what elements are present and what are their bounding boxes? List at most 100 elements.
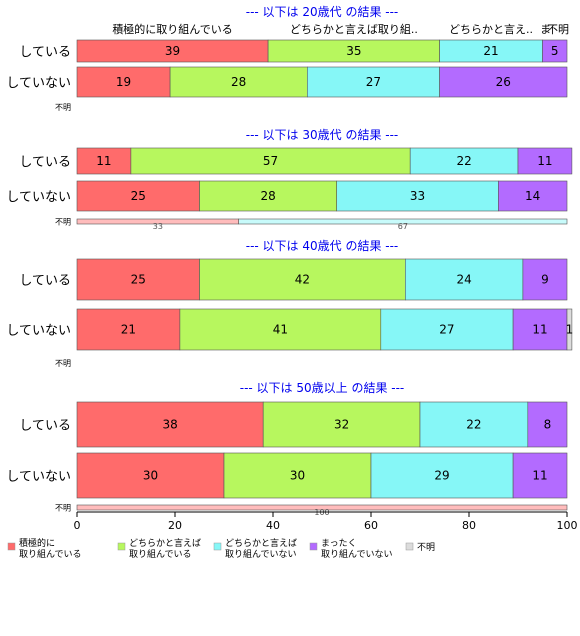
data-label: 24 <box>456 273 471 287</box>
bar-segment <box>498 180 568 212</box>
data-label: 67 <box>398 222 408 231</box>
data-label: 22 <box>456 154 471 168</box>
bar-segment <box>419 401 529 448</box>
legend-label: まったく <box>321 538 357 549</box>
bar-segment <box>566 308 573 351</box>
data-label: 11 <box>532 323 547 337</box>
bar-segment <box>439 66 568 98</box>
category-label: ま <box>540 23 551 36</box>
bar-segment <box>522 258 568 301</box>
data-label: 5 <box>551 44 559 58</box>
legend-label: 不明 <box>417 542 435 553</box>
data-label: 27 <box>439 323 454 337</box>
legend-label: 取り組んでいる <box>129 548 192 560</box>
data-label: 38 <box>162 418 177 432</box>
data-label: 39 <box>165 44 180 58</box>
data-label: 1 <box>566 323 574 337</box>
x-tick-label: 100 <box>557 519 578 532</box>
legend-label: 取り組んでいる <box>19 548 82 560</box>
data-label: 41 <box>273 323 288 337</box>
panel-3: --- 以下は 40歳代 の結果 --- している 25 42 24 9 していない 21 41… <box>6 239 573 368</box>
row-label: していない <box>6 324 71 339</box>
data-label: 22 <box>466 418 481 432</box>
category-label: どちらかと言えば取り組.. <box>290 23 418 36</box>
legend-label: 積極的に <box>19 537 55 549</box>
row-label: している <box>19 45 71 60</box>
data-label: 21 <box>483 44 498 58</box>
data-label: 28 <box>260 189 275 203</box>
x-tick-label: 40 <box>266 519 280 532</box>
data-label: 9 <box>541 273 549 287</box>
data-label: 11 <box>96 154 111 168</box>
data-label: 25 <box>131 273 146 287</box>
row-label: している <box>19 155 71 170</box>
category-label: 不明 <box>547 23 569 36</box>
legend-swatch <box>213 542 222 551</box>
bar-segment <box>512 308 568 351</box>
bar-segment <box>527 401 568 448</box>
data-label: 25 <box>131 189 146 203</box>
category-label: 積極的に取り組んでいる <box>112 22 232 36</box>
x-tick-label: 60 <box>364 519 378 532</box>
data-label: 14 <box>525 189 540 203</box>
x-tick-label: 80 <box>462 519 476 532</box>
row-label: している <box>19 419 71 434</box>
data-label: 8 <box>544 418 552 432</box>
bar-segment <box>169 66 308 98</box>
bar-segment <box>512 452 568 499</box>
data-label: 29 <box>434 469 449 483</box>
panel-title: --- 以下は 30歳代 の結果 --- <box>246 128 399 142</box>
row-label: していない <box>6 470 71 485</box>
legend-label: どちらかと言えば <box>225 537 297 549</box>
bar-segment <box>380 308 514 351</box>
data-label: 11 <box>532 469 547 483</box>
x-tick-label: 0 <box>74 519 81 532</box>
panel-2: --- 以下は 30歳代 の結果 --- している 11 57 22 11 していない 25 2… <box>6 128 573 231</box>
panel-4: --- 以下は 50歳以上 の結果 --- している 38 32 22 8 していない 30 3… <box>6 381 568 517</box>
bar-segment <box>76 308 181 351</box>
legend-swatch <box>7 542 16 551</box>
row-label: 不明 <box>55 359 71 368</box>
data-label: 28 <box>231 75 246 89</box>
bar-segment <box>76 504 568 511</box>
data-label: 26 <box>496 75 511 89</box>
row-label: している <box>19 274 71 289</box>
legend-label: どちらかと言えば <box>129 537 201 549</box>
bar-segment <box>199 258 406 301</box>
data-label: 35 <box>346 44 361 58</box>
legend-swatch <box>405 542 414 551</box>
bar-segment <box>542 39 568 63</box>
bar-segment <box>517 147 573 175</box>
category-label: どちらかと言え.. <box>449 23 533 36</box>
data-label: 33 <box>410 189 425 203</box>
data-label: 27 <box>366 75 381 89</box>
row-label: 不明 <box>55 103 71 112</box>
data-label: 42 <box>295 273 310 287</box>
x-tick-label: 20 <box>168 519 182 532</box>
bar-segment <box>76 147 132 175</box>
panel-title: --- 以下は 50歳以上 の結果 --- <box>240 381 405 395</box>
bar-segment <box>238 218 568 225</box>
bar-segment <box>76 401 264 448</box>
bar-segment <box>199 180 337 212</box>
bar-segment <box>370 452 514 499</box>
bar-segment <box>179 308 382 351</box>
bar-segment <box>76 258 200 301</box>
data-label: 19 <box>116 75 131 89</box>
legend-swatch <box>117 542 126 551</box>
panel-1: --- 以下は 20歳代 の結果 --- している 39 35 21 5 していない 19 28… <box>6 5 569 112</box>
data-label: 11 <box>537 154 552 168</box>
row-label: 不明 <box>55 504 71 513</box>
data-label: 33 <box>153 222 163 231</box>
panel-title: --- 以下は 40歳代 の結果 --- <box>246 239 399 253</box>
bar-segment <box>336 180 499 212</box>
legend-swatch <box>309 542 318 551</box>
bar-segment <box>76 452 225 499</box>
panel-title: --- 以下は 20歳代 の結果 --- <box>246 5 399 19</box>
legend: 積極的に取り組んでいるどちらかと言えば取り組んでいるどちらかと言えば取り組んでい… <box>7 537 435 560</box>
data-label: 21 <box>121 323 136 337</box>
bar-segment <box>404 258 524 301</box>
bar-segment <box>76 66 171 98</box>
data-label: 30 <box>290 469 305 483</box>
